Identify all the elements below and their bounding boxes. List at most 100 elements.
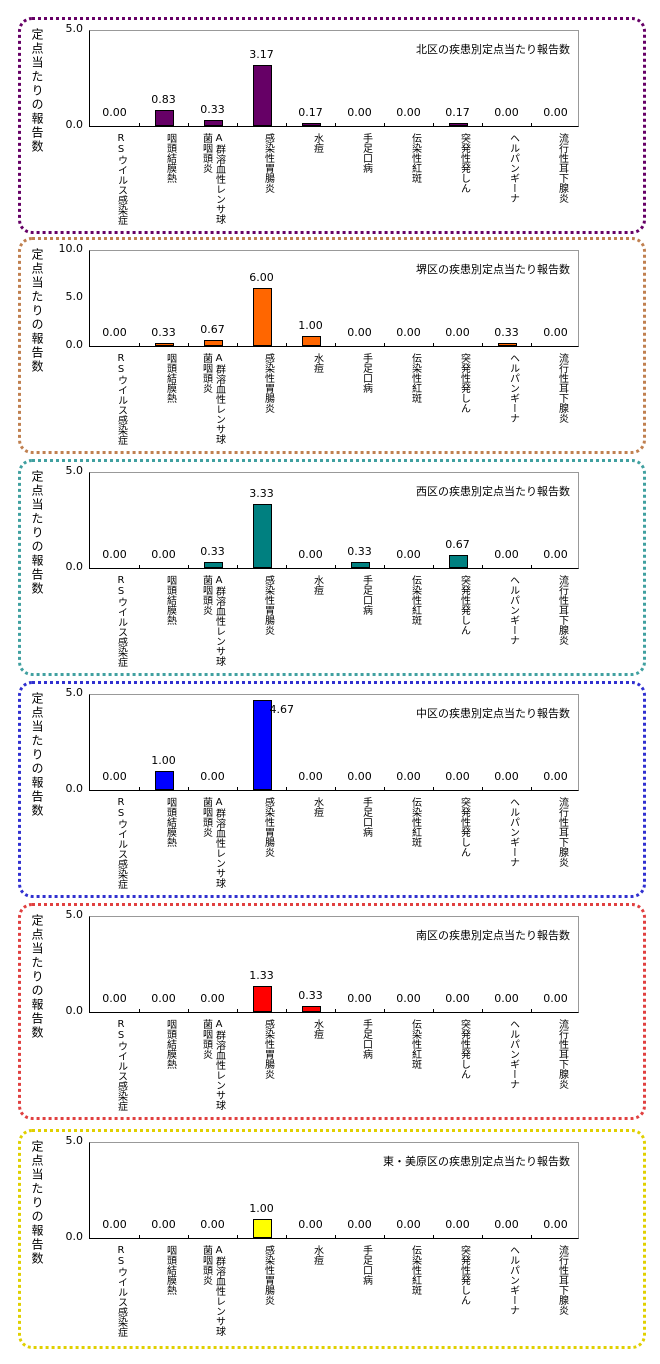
data-label: 0.17 [298, 105, 323, 119]
y-axis-label: 定点当たりの報告数 [30, 914, 44, 1040]
category-label: 伝染性紅斑 [409, 575, 421, 625]
category-label: ヘルパンギーナ [507, 1019, 519, 1089]
data-label: 0.00 [102, 326, 127, 339]
x-tick [531, 1009, 532, 1013]
y-tick-label: 0.0 [65, 560, 84, 573]
data-label: 0.00 [445, 1218, 470, 1231]
bar [203, 561, 223, 568]
category-label: 手足口病 [360, 1019, 372, 1059]
category-label: 感染性胃腸炎 [262, 575, 274, 635]
bar [154, 110, 174, 126]
category-label: 手足口病 [360, 797, 372, 837]
category-label: 咽頭結膜熱 [164, 797, 176, 847]
category-label: 感染性胃腸炎 [262, 1245, 274, 1305]
x-tick [433, 1009, 434, 1013]
category-label: 突発性発しん [458, 133, 470, 193]
category-label: 水痘 [311, 797, 323, 817]
data-label: 0.00 [200, 992, 225, 1005]
bar [497, 342, 517, 346]
category-label: RSウイルス感染症 [115, 1245, 127, 1337]
x-tick [482, 343, 483, 347]
bar [350, 561, 370, 568]
category-label: 伝染性紅斑 [409, 1245, 421, 1295]
data-label: 0.00 [494, 548, 519, 561]
data-label: 1.00 [151, 753, 176, 767]
category-label: A群溶血性レンサ球菌咽頭炎 [200, 797, 225, 888]
data-label: 0.33 [347, 544, 372, 558]
category-label: 突発性発しん [458, 353, 470, 413]
bar [252, 1218, 272, 1238]
x-tick [384, 123, 385, 127]
chart-title: 西区の疾患別定点当たり報告数 [416, 485, 570, 498]
category-label: A群溶血性レンサ球菌咽頭炎 [200, 133, 225, 224]
x-tick [384, 1009, 385, 1013]
x-tick [286, 787, 287, 791]
x-tick [237, 1009, 238, 1013]
category-label: ヘルパンギーナ [507, 575, 519, 645]
x-tick [188, 787, 189, 791]
category-label: ヘルパンギーナ [507, 1245, 519, 1315]
data-label: 0.00 [102, 548, 127, 561]
data-label: 0.00 [298, 1218, 323, 1231]
data-label: 0.33 [494, 325, 519, 339]
data-label: 0.33 [298, 988, 323, 1002]
x-tick [286, 343, 287, 347]
data-label: 0.00 [347, 106, 372, 119]
y-axis-label: 定点当たりの報告数 [30, 248, 44, 374]
category-label: 突発性発しん [458, 1019, 470, 1079]
x-tick [335, 1009, 336, 1013]
data-label: 0.00 [200, 1218, 225, 1231]
plot-area: 西区の疾患別定点当たり報告数 0.00 0.00 0.33 3.33 0.00 0.33 0.… [89, 472, 579, 569]
category-label: 手足口病 [360, 575, 372, 615]
category-label: 水痘 [311, 133, 323, 153]
y-tick-label: 0.0 [65, 1230, 84, 1243]
category-label: 流行性耳下腺炎 [556, 133, 568, 203]
bar [301, 122, 321, 126]
bar [154, 342, 174, 346]
x-tick [286, 123, 287, 127]
bar [252, 288, 272, 346]
y-axis-label: 定点当たりの報告数 [30, 692, 44, 818]
bar [252, 986, 272, 1012]
bar [252, 700, 272, 790]
category-label: 突発性発しん [458, 1245, 470, 1305]
x-tick [188, 123, 189, 127]
plot-area: 中区の疾患別定点当たり報告数 0.00 1.00 0.00 4.67 0.00 0.00 0.… [89, 694, 579, 791]
data-label: 0.00 [494, 106, 519, 119]
chart-title: 南区の疾患別定点当たり報告数 [416, 929, 570, 942]
data-label: 0.00 [347, 326, 372, 339]
data-label: 0.00 [200, 770, 225, 783]
bar [203, 339, 223, 346]
data-label: 0.00 [494, 992, 519, 1005]
data-label: 0.00 [151, 1218, 176, 1231]
data-label: 0.83 [151, 93, 176, 107]
data-label: 0.33 [151, 325, 176, 339]
data-label: 0.00 [494, 1218, 519, 1231]
category-label: ヘルパンギーナ [507, 797, 519, 867]
category-label: A群溶血性レンサ球菌咽頭炎 [200, 353, 225, 444]
x-tick [139, 787, 140, 791]
x-tick [139, 123, 140, 127]
category-label: 感染性胃腸炎 [262, 1019, 274, 1079]
category-label: A群溶血性レンサ球菌咽頭炎 [200, 575, 225, 666]
x-tick [188, 1009, 189, 1013]
y-axis-label: 定点当たりの報告数 [30, 470, 44, 596]
plot-area: 堺区の疾患別定点当たり報告数 0.00 0.33 0.67 6.00 1.00 0.00 0.… [89, 250, 579, 347]
data-label: 0.00 [347, 770, 372, 783]
x-tick [237, 123, 238, 127]
data-label: 0.00 [396, 1218, 421, 1231]
y-axis-label: 定点当たりの報告数 [30, 1140, 44, 1266]
x-tick [482, 1235, 483, 1239]
data-label: 0.00 [543, 770, 568, 783]
y-tick-label: 5.0 [65, 686, 84, 699]
bar [154, 770, 174, 790]
category-label: 手足口病 [360, 1245, 372, 1285]
x-tick [335, 343, 336, 347]
category-label: 咽頭結膜熱 [164, 575, 176, 625]
y-tick-label: 5.0 [65, 908, 84, 921]
data-label: 0.33 [200, 544, 225, 558]
category-label: RSウイルス感染症 [115, 1019, 127, 1111]
x-tick [433, 343, 434, 347]
category-label: 伝染性紅斑 [409, 797, 421, 847]
y-tick-label: 5.0 [65, 22, 84, 35]
